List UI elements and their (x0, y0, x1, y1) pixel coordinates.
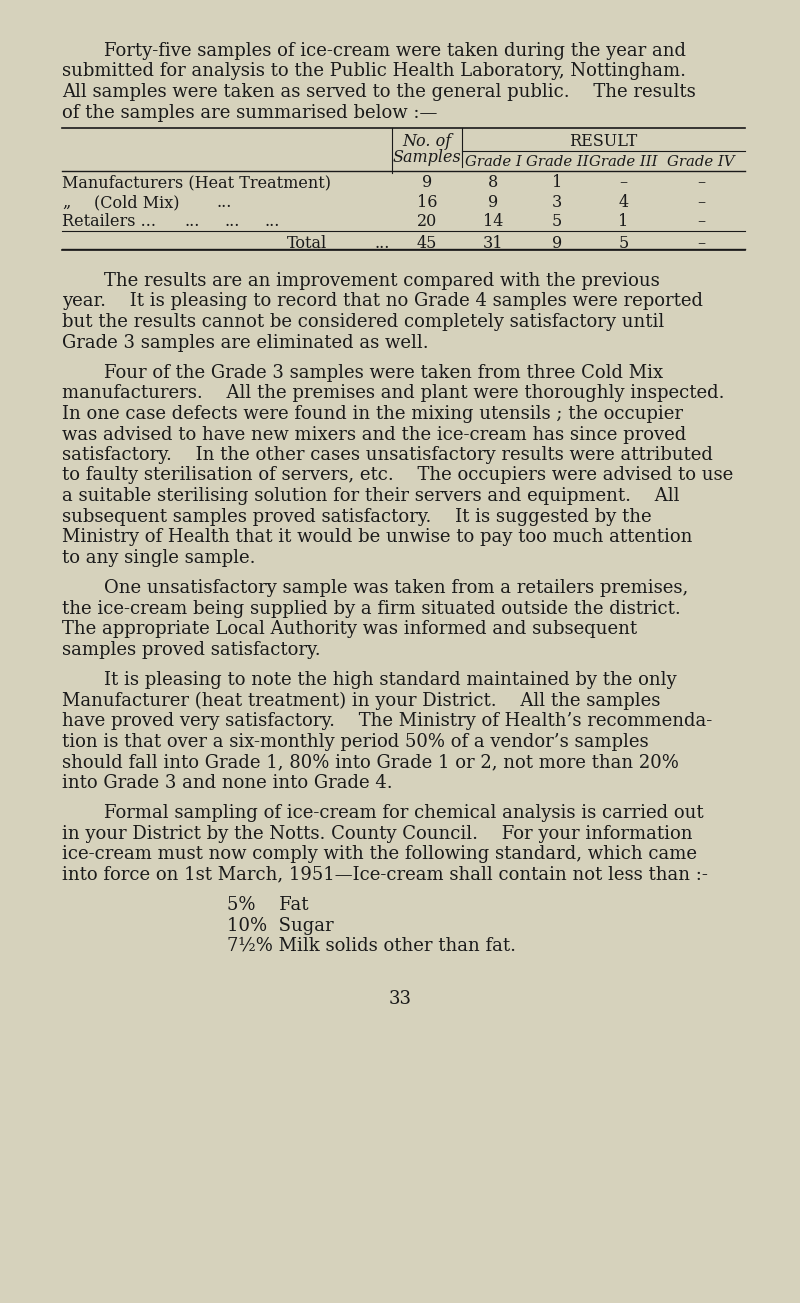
Text: In one case defects were found in the mixing utensils ; the occupier: In one case defects were found in the mi… (62, 405, 683, 423)
Text: Retailers ...: Retailers ... (62, 214, 156, 231)
Text: All samples were taken as served to the general public.  The results: All samples were taken as served to the … (62, 83, 696, 102)
Text: 7½% Milk solids other than fat.: 7½% Milk solids other than fat. (227, 937, 516, 955)
Text: Grade 3 samples are eliminated as well.: Grade 3 samples are eliminated as well. (62, 334, 429, 352)
Text: satisfactory.  In the other cases unsatisfactory results were attributed: satisfactory. In the other cases unsatis… (62, 446, 713, 464)
Text: The appropriate Local Authority was informed and subsequent: The appropriate Local Authority was info… (62, 620, 637, 638)
Text: 9: 9 (422, 175, 432, 192)
Text: –: – (697, 214, 705, 231)
Text: Grade I: Grade I (465, 155, 522, 169)
Text: 9: 9 (552, 236, 562, 253)
Text: ...: ... (217, 194, 232, 211)
Text: 10%  Sugar: 10% Sugar (227, 916, 334, 934)
Text: a suitable sterilising solution for their servers and equipment.  All: a suitable sterilising solution for thei… (62, 487, 679, 506)
Text: Total: Total (287, 236, 327, 253)
Text: 5: 5 (552, 214, 562, 231)
Text: One unsatisfactory sample was taken from a retailers premises,: One unsatisfactory sample was taken from… (104, 579, 688, 597)
Text: 31: 31 (482, 236, 503, 253)
Text: It is pleasing to note the high standard maintained by the only: It is pleasing to note the high standard… (104, 671, 677, 689)
Text: ice-cream must now comply with the following standard, which came: ice-cream must now comply with the follo… (62, 846, 697, 863)
Text: Grade II: Grade II (526, 155, 588, 169)
Text: subsequent samples proved satisfactory.  It is suggested by the: subsequent samples proved satisfactory. … (62, 507, 652, 525)
Text: –: – (697, 194, 705, 211)
Text: 33: 33 (389, 989, 411, 1007)
Text: Grade III: Grade III (590, 155, 658, 169)
Text: submitted for analysis to the Public Health Laboratory, Nottingham.: submitted for analysis to the Public Hea… (62, 63, 686, 81)
Text: –: – (697, 236, 705, 253)
Text: of the samples are summarised below :—: of the samples are summarised below :— (62, 103, 438, 121)
Text: The results are an improvement compared with the previous: The results are an improvement compared … (104, 272, 660, 291)
Text: 8: 8 (488, 175, 498, 192)
Text: ...: ... (265, 214, 280, 231)
Text: have proved very satisfactory.  The Ministry of Health’s recommenda-: have proved very satisfactory. The Minis… (62, 711, 712, 730)
Text: into force on 1st March, 1951—Ice-cream shall contain not less than :-: into force on 1st March, 1951—Ice-cream … (62, 865, 708, 883)
Text: in your District by the Notts. County Council.  For your information: in your District by the Notts. County Co… (62, 825, 693, 843)
Text: year.  It is pleasing to record that no Grade 4 samples were reported: year. It is pleasing to record that no G… (62, 292, 703, 310)
Text: 1: 1 (618, 214, 629, 231)
Text: 16: 16 (417, 194, 438, 211)
Text: 45: 45 (417, 236, 437, 253)
Text: ...: ... (184, 214, 199, 231)
Text: Manufacturers (Heat Treatment): Manufacturers (Heat Treatment) (62, 175, 331, 192)
Text: „: „ (62, 194, 70, 211)
Text: ...: ... (224, 214, 239, 231)
Text: ...: ... (374, 236, 390, 253)
Text: 14: 14 (483, 214, 503, 231)
Text: No. of: No. of (402, 133, 451, 151)
Text: –: – (697, 175, 705, 192)
Text: 5: 5 (618, 236, 629, 253)
Text: 3: 3 (552, 194, 562, 211)
Text: 4: 4 (618, 194, 629, 211)
Text: (Cold Mix): (Cold Mix) (94, 194, 179, 211)
Text: Manufacturer (heat treatment) in your District.  All the samples: Manufacturer (heat treatment) in your Di… (62, 692, 660, 710)
Text: should fall into Grade 1, 80% into Grade 1 or 2, not more than 20%: should fall into Grade 1, 80% into Grade… (62, 753, 679, 771)
Text: RESULT: RESULT (570, 133, 638, 151)
Text: manufacturers.  All the premises and plant were thoroughly inspected.: manufacturers. All the premises and plan… (62, 384, 725, 403)
Text: samples proved satisfactory.: samples proved satisfactory. (62, 641, 321, 658)
Text: 1: 1 (552, 175, 562, 192)
Text: –: – (619, 175, 627, 192)
Text: the ice-cream being supplied by a firm situated outside the district.: the ice-cream being supplied by a firm s… (62, 599, 681, 618)
Text: 9: 9 (488, 194, 498, 211)
Text: Formal sampling of ice-cream for chemical analysis is carried out: Formal sampling of ice-cream for chemica… (104, 804, 704, 822)
Text: Forty-five samples of ice-cream were taken during the year and: Forty-five samples of ice-cream were tak… (104, 42, 686, 60)
Text: to any single sample.: to any single sample. (62, 549, 255, 567)
Text: Four of the Grade 3 samples were taken from three Cold Mix: Four of the Grade 3 samples were taken f… (104, 364, 663, 382)
Text: into Grade 3 and none into Grade 4.: into Grade 3 and none into Grade 4. (62, 774, 393, 791)
Text: was advised to have new mixers and the ice-cream has since proved: was advised to have new mixers and the i… (62, 426, 686, 443)
Text: to faulty sterilisation of servers, etc.  The occupiers were advised to use: to faulty sterilisation of servers, etc.… (62, 466, 734, 485)
Text: Grade IV: Grade IV (667, 155, 734, 169)
Text: Samples: Samples (393, 149, 462, 165)
Text: 20: 20 (417, 214, 437, 231)
Text: 5%  Fat: 5% Fat (227, 896, 309, 913)
Text: tion is that over a six-monthly period 50% of a vendor’s samples: tion is that over a six-monthly period 5… (62, 732, 649, 751)
Text: but the results cannot be considered completely satisfactory until: but the results cannot be considered com… (62, 313, 664, 331)
Text: Ministry of Health that it would be unwise to pay too much attention: Ministry of Health that it would be unwi… (62, 528, 692, 546)
